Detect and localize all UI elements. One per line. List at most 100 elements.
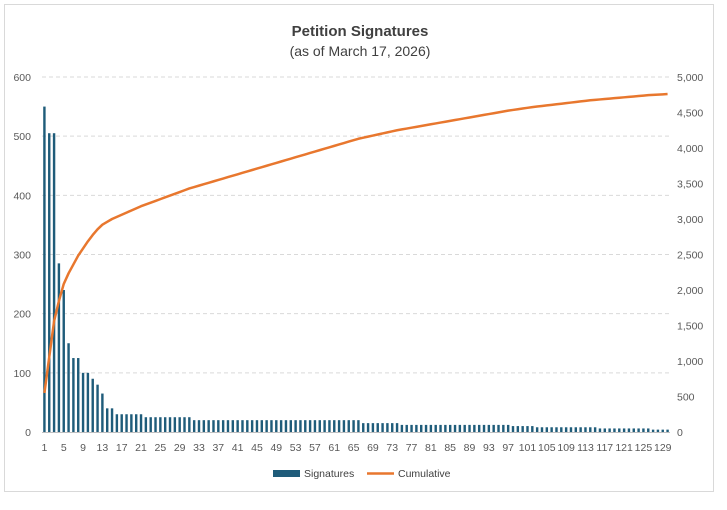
- bar: [560, 427, 563, 432]
- bar: [405, 424, 408, 432]
- bar: [130, 414, 133, 432]
- legend-swatch-signatures: [273, 470, 300, 477]
- bar: [618, 428, 621, 432]
- bar: [275, 420, 278, 432]
- bar: [57, 263, 61, 432]
- x-tick-label: 89: [464, 442, 476, 454]
- bar: [627, 428, 631, 432]
- bar: [521, 426, 524, 432]
- legend-label-cumulative: Cumulative: [398, 468, 451, 480]
- bar: [661, 429, 664, 432]
- bar: [212, 420, 215, 432]
- x-tick-label: 129: [654, 442, 672, 454]
- bar: [154, 417, 157, 432]
- x-tick-label: 109: [557, 442, 575, 454]
- bar: [101, 393, 104, 432]
- bar: [221, 420, 225, 432]
- bar: [96, 384, 99, 432]
- x-tick-label: 121: [615, 442, 633, 454]
- x-tick-label: 41: [232, 442, 244, 454]
- bar: [328, 420, 331, 432]
- bar: [159, 417, 162, 432]
- bar: [632, 428, 635, 432]
- y-tick-label: 200: [13, 309, 31, 321]
- bar: [448, 424, 452, 432]
- bar: [391, 423, 394, 432]
- bar: [352, 420, 355, 432]
- bar: [400, 424, 404, 432]
- bar: [482, 424, 486, 432]
- x-tick-label: 81: [425, 442, 437, 454]
- bar: [439, 424, 442, 432]
- legend: Signatures Cumulative: [273, 468, 451, 480]
- bar: [362, 423, 365, 432]
- bar: [376, 423, 379, 432]
- bar: [531, 426, 534, 432]
- chart-title: Petition Signatures: [292, 23, 429, 40]
- bar: [255, 420, 259, 432]
- y2-tick-label: 1,500: [677, 321, 703, 333]
- bar: [81, 372, 85, 432]
- bar: [477, 424, 481, 432]
- bar: [106, 408, 109, 432]
- bar: [642, 428, 645, 432]
- bar: [410, 424, 413, 432]
- y2-tick-label: 500: [677, 392, 695, 404]
- y-tick-label: 400: [13, 190, 31, 202]
- bar: [323, 420, 326, 432]
- x-tick-label: 21: [135, 442, 147, 454]
- bar: [284, 420, 288, 432]
- bar: [144, 417, 148, 432]
- y2-tick-label: 4,000: [677, 143, 703, 155]
- bar: [188, 417, 191, 432]
- bar: [289, 420, 292, 432]
- bar: [555, 427, 558, 432]
- bar: [163, 417, 167, 432]
- bar: [550, 427, 553, 432]
- bar: [260, 420, 264, 432]
- y-tick-label: 600: [13, 72, 31, 84]
- x-tick-label: 61: [328, 442, 340, 454]
- bar: [444, 424, 447, 432]
- bar: [77, 358, 80, 432]
- bar: [540, 427, 544, 432]
- bar: [192, 420, 196, 432]
- bar: [183, 417, 186, 432]
- bar: [86, 372, 90, 432]
- bar: [110, 408, 114, 432]
- bar: [72, 358, 75, 432]
- bar: [115, 414, 119, 432]
- x-tick-label: 97: [502, 442, 514, 454]
- bar: [168, 417, 172, 432]
- bar: [120, 414, 123, 432]
- y2-tick-label: 3,000: [677, 214, 703, 226]
- bar: [598, 428, 602, 432]
- x-tick-label: 17: [116, 442, 128, 454]
- x-tick-label: 117: [596, 442, 613, 454]
- bar: [149, 417, 152, 432]
- bar: [511, 426, 515, 432]
- x-tick-label: 105: [538, 442, 556, 454]
- bar: [415, 424, 418, 432]
- bar: [516, 426, 520, 432]
- axes: 0 100 200 300 400 500 600 0 500 1,000 1,500 2,000 2,…: [13, 72, 703, 454]
- bar: [347, 420, 350, 432]
- bar: [207, 420, 210, 432]
- bar: [333, 420, 336, 432]
- bar: [502, 424, 505, 432]
- x-tick-label: 69: [367, 442, 379, 454]
- x-tick-label: 85: [444, 442, 456, 454]
- bar: [337, 420, 341, 432]
- bar: [429, 424, 433, 432]
- y-tick-label: 100: [13, 368, 31, 380]
- bar: [43, 106, 46, 432]
- bar: [299, 420, 302, 432]
- bar: [139, 414, 143, 432]
- bar: [279, 420, 283, 432]
- bar: [651, 429, 655, 432]
- bar: [535, 427, 539, 432]
- bar: [342, 420, 346, 432]
- bar: [506, 424, 510, 432]
- y-tick-label: 500: [13, 131, 31, 143]
- bar: [603, 428, 606, 432]
